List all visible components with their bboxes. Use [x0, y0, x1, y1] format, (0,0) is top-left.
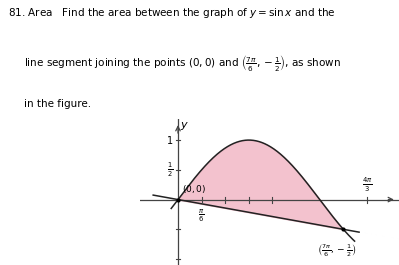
Text: $\frac{1}{2}$: $\frac{1}{2}$ — [167, 161, 174, 179]
Text: $1$: $1$ — [166, 134, 174, 146]
Text: $\frac{4\pi}{3}$: $\frac{4\pi}{3}$ — [361, 175, 372, 194]
Text: in the figure.: in the figure. — [24, 99, 91, 109]
Text: line segment joining the points $(0, 0)$ and $\left(\frac{7\pi}{6}, -\frac{1}{2}: line segment joining the points $(0, 0)$… — [24, 54, 341, 73]
Text: $\frac{\pi}{6}$: $\frac{\pi}{6}$ — [198, 207, 205, 224]
Text: $(0, 0)$: $(0, 0)$ — [182, 183, 206, 195]
Text: $y$: $y$ — [180, 120, 189, 132]
Text: $\left(\frac{7\pi}{6}, -\frac{1}{2}\right)$: $\left(\frac{7\pi}{6}, -\frac{1}{2}\righ… — [317, 242, 356, 259]
Text: 81. Area   Find the area between the graph of $y = \sin x$ and the: 81. Area Find the area between the graph… — [8, 6, 336, 20]
